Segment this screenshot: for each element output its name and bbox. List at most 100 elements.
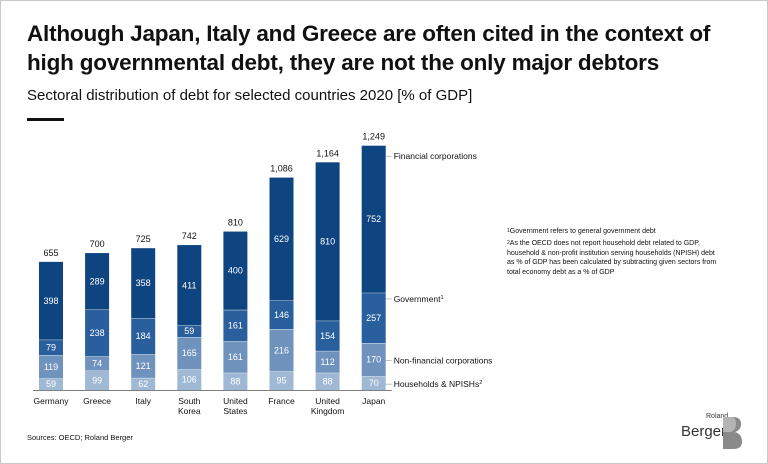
bar-segment-3-6 bbox=[269, 300, 294, 330]
bar-segment-4-2 bbox=[85, 253, 110, 310]
bar-value-label: 165 bbox=[182, 348, 197, 358]
category-label: Kingdom bbox=[311, 406, 345, 416]
bar-value-label: 411 bbox=[182, 280, 196, 290]
bar-total-label: 810 bbox=[228, 218, 243, 228]
category-label: France bbox=[268, 396, 295, 406]
bar-value-label: 79 bbox=[46, 342, 56, 352]
bar-segment-2-6 bbox=[269, 329, 294, 372]
bar-segment-2-7 bbox=[315, 350, 340, 373]
footnote-1: 1Government refers to general government… bbox=[507, 227, 722, 237]
bar-segment-4-1 bbox=[39, 261, 63, 340]
bar-total-label: 1,086 bbox=[270, 164, 293, 174]
bar-segment-3-2 bbox=[85, 309, 110, 357]
bar-segment-4-6 bbox=[269, 177, 294, 301]
bar-value-label: 74 bbox=[92, 358, 102, 368]
legend-label: Non-financial corporations bbox=[394, 356, 493, 366]
bar-segment-2-4 bbox=[177, 336, 202, 370]
logo-roland: Roland bbox=[706, 413, 729, 420]
bar-value-label: 289 bbox=[90, 276, 105, 286]
bar-segment-3-8 bbox=[361, 292, 386, 344]
bar-total-label: 1,164 bbox=[316, 148, 339, 158]
bar-segment-2-1 bbox=[39, 355, 63, 379]
bar-value-label: 88 bbox=[323, 376, 333, 386]
legend-footnote-mark: 1 bbox=[440, 295, 443, 301]
title-rule bbox=[27, 118, 64, 121]
bar-total-label: 1,249 bbox=[362, 132, 385, 142]
bar-segment-4-7 bbox=[315, 162, 340, 321]
bar-value-label: 257 bbox=[366, 313, 381, 323]
bar-segment-4-3 bbox=[131, 248, 156, 319]
category-label: Italy bbox=[135, 396, 151, 406]
bar-total-label: 700 bbox=[90, 239, 105, 249]
bar-segment-1-2 bbox=[85, 370, 110, 390]
category-label: States bbox=[223, 406, 247, 416]
bar-value-label: 59 bbox=[184, 326, 194, 336]
bar-segment-1-1 bbox=[39, 378, 63, 390]
bar-value-label: 99 bbox=[92, 375, 102, 385]
bar-value-label: 216 bbox=[274, 345, 289, 355]
bar-value-label: 400 bbox=[228, 266, 243, 276]
category-label: United bbox=[223, 396, 248, 406]
bar-segment-3-7 bbox=[315, 320, 340, 351]
bar-value-label: 398 bbox=[43, 296, 58, 306]
bar-value-label: 112 bbox=[320, 357, 334, 367]
bar-value-label: 161 bbox=[228, 352, 243, 362]
category-label: United bbox=[315, 396, 340, 406]
category-label: Japan bbox=[362, 396, 385, 406]
bar-value-label: 238 bbox=[90, 328, 105, 338]
bar-segment-4-4 bbox=[177, 245, 202, 326]
category-label: Germany bbox=[34, 396, 70, 406]
logo-berger: Berger bbox=[681, 423, 727, 440]
bar-segment-1-5 bbox=[223, 372, 248, 390]
bar-segment-4-5 bbox=[223, 231, 248, 310]
category-label: Korea bbox=[178, 406, 201, 416]
bar-value-label: 95 bbox=[276, 376, 286, 386]
bar-segment-3-3 bbox=[131, 318, 156, 355]
bar-value-label: 629 bbox=[274, 234, 289, 244]
footnote-1-mark: 1 bbox=[507, 228, 510, 234]
bar-segment-2-2 bbox=[85, 356, 110, 371]
bar-segment-1-4 bbox=[177, 369, 202, 390]
bar-value-label: 59 bbox=[46, 379, 56, 389]
bar-value-label: 62 bbox=[138, 379, 148, 389]
bar-value-label: 184 bbox=[136, 331, 151, 341]
bar-value-label: 810 bbox=[320, 237, 335, 247]
bar-value-label: 154 bbox=[320, 331, 335, 341]
footnote-2-mark: 2 bbox=[507, 240, 510, 246]
bar-segment-1-6 bbox=[269, 371, 294, 390]
bar-total-label: 655 bbox=[43, 248, 58, 258]
bar-value-label: 752 bbox=[366, 214, 381, 224]
bar-value-label: 121 bbox=[136, 361, 151, 371]
bar-segment-1-3 bbox=[131, 377, 156, 390]
source-note: Sources: OECD; Roland Berger bbox=[27, 433, 133, 442]
bar-value-label: 170 bbox=[366, 355, 381, 365]
category-label: Greece bbox=[83, 396, 111, 406]
chart-subtitle: Sectoral distribution of debt for select… bbox=[27, 87, 473, 104]
bar-value-label: 358 bbox=[136, 278, 151, 288]
bar-total-label: 742 bbox=[182, 231, 197, 241]
roland-berger-logo: Roland Berger bbox=[681, 413, 745, 453]
legend-label: Households & NPISHs2 bbox=[394, 379, 483, 389]
bar-segment-2-5 bbox=[223, 341, 248, 373]
bar-segment-3-5 bbox=[223, 309, 248, 342]
footnote-2: 2As the OECD does not report household d… bbox=[507, 239, 722, 277]
category-label: South bbox=[178, 396, 200, 406]
bar-value-label: 70 bbox=[369, 378, 379, 388]
legend-footnote-mark: 2 bbox=[479, 380, 482, 386]
bar-segment-1-8 bbox=[361, 376, 386, 390]
legend-label: Government1 bbox=[394, 294, 444, 304]
bar-segment-1-7 bbox=[315, 372, 340, 390]
bar-value-label: 146 bbox=[274, 310, 289, 320]
bar-value-label: 119 bbox=[44, 362, 58, 372]
bar-segment-3-1 bbox=[39, 339, 63, 356]
chart-title: Although Japan, Italy and Greece are oft… bbox=[27, 21, 711, 75]
bar-segment-2-8 bbox=[361, 343, 386, 377]
bar-segment-2-3 bbox=[131, 354, 156, 378]
footnote-1-text: Government refers to general government … bbox=[509, 228, 656, 235]
bar-value-label: 161 bbox=[228, 321, 243, 331]
footnote-2-text: As the OECD does not report household de… bbox=[507, 240, 717, 276]
logo-b-mark bbox=[723, 417, 742, 449]
bar-segment-4-8 bbox=[361, 145, 386, 293]
